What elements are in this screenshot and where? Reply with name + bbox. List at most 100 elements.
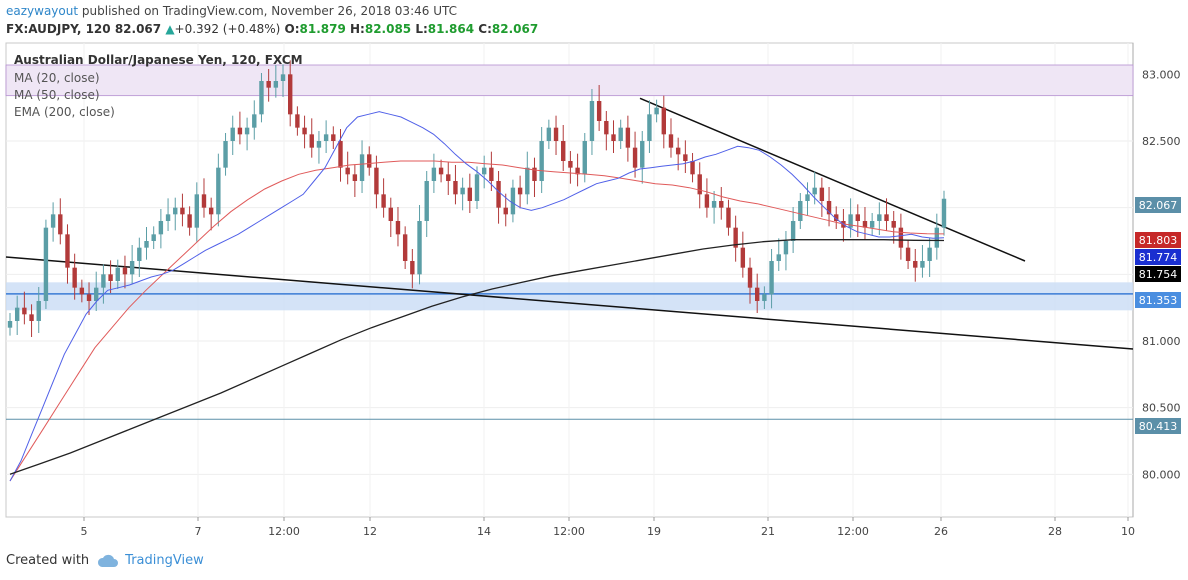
x-tick-label: 10: [1121, 525, 1135, 538]
candle-body: [805, 194, 810, 201]
candle-body: [848, 214, 853, 228]
candle-body: [374, 167, 379, 195]
candle-body: [431, 167, 437, 181]
candle-body: [905, 247, 911, 261]
candle-body: [690, 161, 695, 175]
candle-body: [230, 127, 235, 141]
candle-body: [43, 227, 49, 301]
y-tick-label: 81.000: [1142, 335, 1181, 348]
candle-body: [539, 141, 544, 181]
candle-body: [869, 221, 875, 228]
candle-body: [826, 201, 832, 215]
candle-body: [668, 134, 674, 148]
candle-body: [208, 207, 214, 215]
symbol-line: FX:AUDJPY, 120 82.067 ▲+0.392 (+0.48%) O…: [6, 22, 538, 36]
candle-body: [625, 127, 631, 148]
candle-body: [359, 154, 365, 181]
candle-body: [187, 214, 192, 228]
candle-body: [776, 254, 781, 261]
price-chart[interactable]: 83.00082.50082.00081.50081.00080.50080.0…: [0, 0, 1188, 545]
candle-body: [165, 214, 171, 221]
candle-body: [790, 221, 796, 241]
candle-body: [173, 207, 178, 215]
candle-body: [618, 127, 623, 141]
candle-body: [460, 187, 465, 195]
x-tick-label: 21: [761, 525, 775, 538]
price-tag: [1135, 418, 1181, 434]
candle-body: [941, 198, 947, 228]
candle-body: [927, 247, 932, 261]
candle-body: [711, 201, 717, 208]
candle-body: [891, 221, 896, 228]
brand-label: TradingView: [125, 553, 204, 568]
price-tag-label: 81.754: [1139, 268, 1178, 281]
candle-body: [7, 321, 13, 328]
open-value: 81.879: [299, 22, 346, 36]
close-value: 82.067: [491, 22, 539, 36]
candle-body: [424, 181, 429, 221]
candle-body: [144, 241, 149, 248]
created-with: Created with: [6, 553, 90, 568]
candle-body: [733, 227, 738, 248]
price-tag-label: 81.803: [1139, 234, 1178, 247]
symbol: FX:AUDJPY, 120: [6, 22, 111, 36]
candle-body: [884, 214, 889, 221]
candle-body: [654, 107, 659, 115]
resistance-zone: [5, 64, 1134, 97]
candle-body: [402, 234, 408, 261]
candle-body: [216, 167, 221, 215]
x-axis-ticks: 5 7 12:00 12 14 12:00 19 21 12:00 26 28 10: [81, 517, 1135, 538]
candle-body: [783, 241, 789, 255]
candle-body: [481, 167, 487, 175]
candle-body: [22, 307, 27, 315]
candle-body: [137, 247, 142, 261]
last-price: 82.067: [114, 22, 162, 36]
candle-body: [417, 221, 422, 275]
candle-body: [489, 167, 494, 181]
candle-body: [410, 261, 415, 275]
y-tick-label: 83.000: [1142, 68, 1181, 81]
candle-body: [553, 127, 559, 141]
author-link[interactable]: eazywayout: [6, 4, 79, 18]
candle-body: [453, 181, 458, 195]
candle-body: [273, 81, 279, 88]
candle-body: [755, 287, 760, 301]
candle-body: [920, 261, 925, 268]
candle-body: [532, 167, 537, 181]
price-tag-label: 81.353: [1139, 294, 1178, 307]
candle-body: [72, 267, 77, 288]
publish-line: eazywayout published on TradingView.com,…: [6, 4, 457, 18]
high-value: 82.085: [364, 22, 412, 36]
candle-body: [769, 261, 774, 295]
candle-body: [252, 114, 257, 128]
trendlines: [5, 97, 1134, 350]
tradingview-brand[interactable]: TradingView: [97, 553, 204, 568]
ma50-line: [9, 160, 945, 482]
candle-body: [94, 287, 99, 301]
candle-body: [726, 207, 731, 228]
price-tags: 82.067 81.803 81.774 81.754 81.353 80.413: [1135, 197, 1181, 434]
candle-body: [604, 121, 609, 135]
candle-body: [122, 267, 128, 275]
candle-body: [798, 201, 803, 221]
candle-body: [280, 74, 286, 81]
y-tick-label: 80.500: [1142, 402, 1181, 415]
candle-body: [898, 227, 904, 248]
candle-body: [546, 127, 552, 141]
candle-body: [589, 101, 595, 141]
candle-body: [345, 167, 350, 175]
candle-body: [65, 234, 70, 268]
candle-body: [697, 174, 702, 195]
candle-body: [661, 107, 666, 135]
change: +0.392 (+0.48%): [174, 22, 281, 36]
price-tag-label: 82.067: [1139, 199, 1178, 212]
up-arrow-icon: ▲: [165, 22, 175, 36]
candle-body: [834, 214, 839, 221]
candle-body: [446, 174, 451, 181]
candle-body: [367, 154, 372, 168]
candle-body: [388, 207, 393, 221]
candle-body: [237, 127, 243, 135]
price-tag: [1135, 292, 1181, 308]
candle-body: [338, 141, 343, 168]
low-label: L:: [415, 22, 428, 36]
